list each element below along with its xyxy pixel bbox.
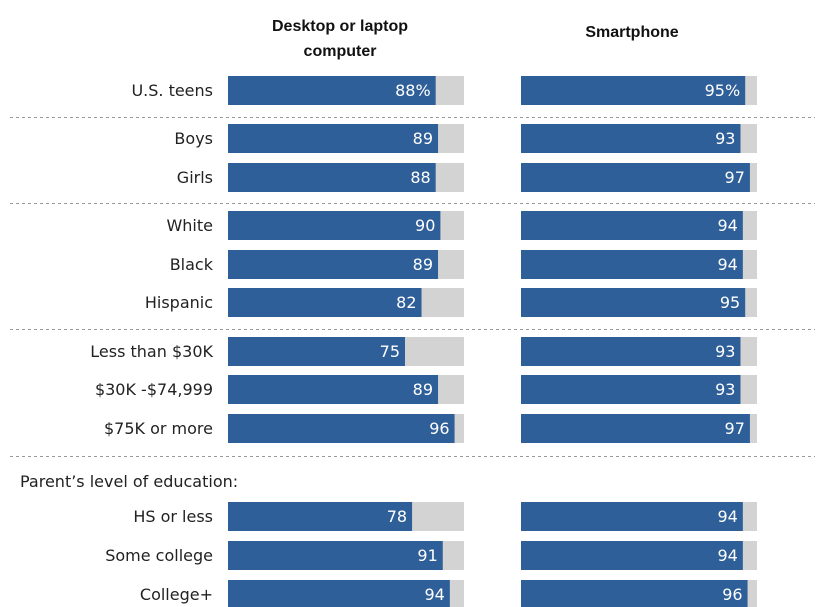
desktop-value-label: 91: [417, 546, 437, 565]
smartphone-value-label: 97: [725, 419, 745, 438]
smartphone-bar: [521, 414, 750, 443]
row-label: HS or less: [133, 507, 213, 526]
desktop-value-label: 94: [424, 585, 444, 604]
row-less-than-30k: Less than $30K 75 93: [90, 337, 757, 366]
desktop-bar: [228, 541, 443, 570]
column-title-desktop-line1: Desktop or laptop: [272, 18, 408, 35]
row-u-s-teens: U.S. teens 88% 95%: [131, 76, 757, 105]
smartphone-value-label: 95: [720, 293, 740, 312]
row-label: Some college: [105, 546, 213, 565]
desktop-value-label: 88%: [395, 81, 431, 100]
smartphone-bar: [521, 337, 741, 366]
smartphone-value-label: 94: [717, 507, 737, 526]
row-label: Hispanic: [145, 293, 213, 312]
desktop-bar: [228, 288, 422, 317]
smartphone-bar: [521, 541, 743, 570]
desktop-value-label: 75: [380, 342, 400, 361]
group-separators: [10, 117, 815, 457]
desktop-bar: [228, 163, 436, 192]
smartphone-value-label: 94: [717, 546, 737, 565]
smartphone-value-label: 94: [717, 216, 737, 235]
row-label: White: [166, 216, 213, 235]
smartphone-value-label: 95%: [705, 81, 741, 100]
smartphone-value-label: 97: [725, 168, 745, 187]
group-heading-4: Parent’s level of education:: [20, 472, 238, 491]
desktop-bar: [228, 211, 441, 240]
smartphone-bar: [521, 76, 746, 105]
smartphone-bar: [521, 375, 741, 404]
row-college: College+ 94 96: [140, 580, 757, 607]
desktop-value-label: 96: [429, 419, 449, 438]
row-label: Boys: [174, 129, 213, 148]
desktop-bar: [228, 580, 450, 607]
smartphone-bar: [521, 211, 743, 240]
smartphone-bar: [521, 250, 743, 279]
smartphone-bar: [521, 288, 746, 317]
desktop-value-label: 78: [387, 507, 407, 526]
row-boys: Boys 89 93: [174, 124, 757, 153]
smartphone-value-label: 93: [715, 342, 735, 361]
desktop-bar: [228, 502, 413, 531]
desktop-value-label: 89: [413, 129, 433, 148]
desktop-bar: [228, 124, 439, 153]
row-black: Black 89 94: [170, 250, 757, 279]
row-some-college: Some college 91 94: [105, 541, 757, 570]
desktop-bar: [228, 337, 405, 366]
row-label: Black: [170, 255, 214, 274]
row-30k-74-999: $30K -$74,999 89 93: [95, 375, 757, 404]
desktop-value-label: 89: [413, 255, 433, 274]
smartphone-bar: [521, 580, 748, 607]
smartphone-bar: [521, 124, 741, 153]
smartphone-value-label: 94: [717, 255, 737, 274]
row-label: Girls: [177, 168, 213, 187]
column-title-smartphone-line1: Smartphone: [585, 24, 678, 41]
column-title-desktop-line2: computer: [304, 43, 377, 60]
bar-rows: Parent’s level of education: U.S. teens 88…: [20, 76, 757, 607]
row-75k-or-more: $75K or more 96 97: [104, 414, 757, 443]
smartphone-bar: [521, 163, 750, 192]
row-label: College+: [140, 585, 213, 604]
row-girls: Girls 88 97: [177, 163, 757, 192]
smartphone-value-label: 93: [715, 380, 735, 399]
desktop-bar: [228, 375, 439, 404]
row-label: $75K or more: [104, 419, 213, 438]
row-label: $30K -$74,999: [95, 380, 213, 399]
desktop-value-label: 82: [396, 293, 416, 312]
row-white: White 90 94: [166, 211, 757, 240]
row-hispanic: Hispanic 82 95: [145, 288, 757, 317]
desktop-bar: [228, 250, 439, 279]
smartphone-value-label: 96: [722, 585, 742, 604]
desktop-bar: [228, 414, 455, 443]
row-label: Less than $30K: [90, 342, 213, 361]
smartphone-value-label: 93: [715, 129, 735, 148]
desktop-value-label: 88: [410, 168, 430, 187]
row-hs-or-less: HS or less 78 94: [133, 502, 757, 531]
column-title-desktop: Desktop or laptop computer: [272, 18, 408, 60]
smartphone-bar: [521, 502, 743, 531]
desktop-value-label: 90: [415, 216, 435, 235]
desktop-value-label: 89: [413, 380, 433, 399]
column-title-smartphone: Smartphone: [585, 24, 678, 41]
row-label: U.S. teens: [131, 81, 213, 100]
desktop-bar: [228, 76, 436, 105]
